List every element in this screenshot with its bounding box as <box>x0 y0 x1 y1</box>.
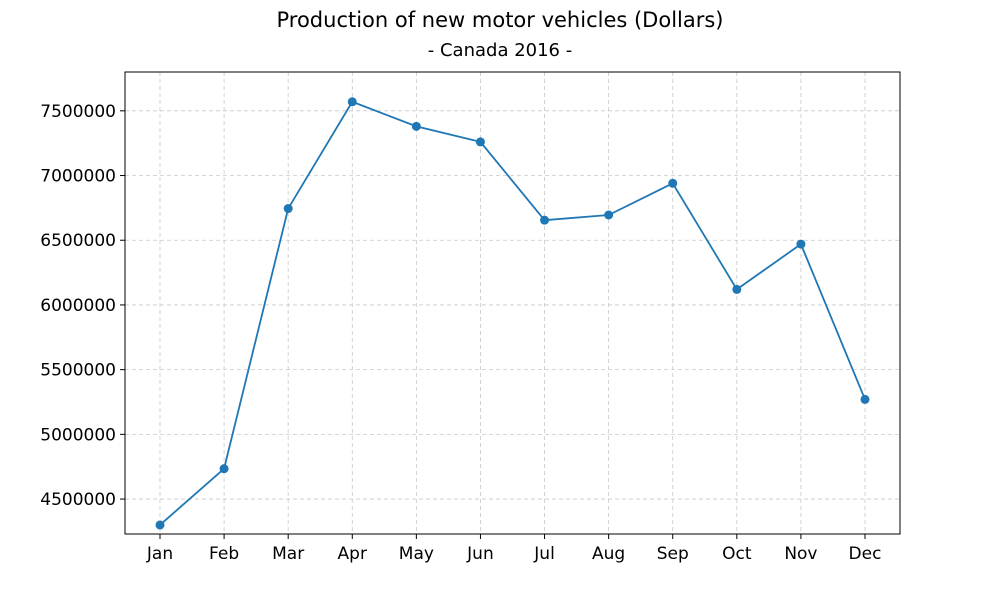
data-series <box>155 97 870 530</box>
x-tick-label: Apr <box>338 544 367 564</box>
data-point-sep <box>668 178 678 188</box>
data-point-aug <box>604 210 614 220</box>
data-point-dec <box>860 394 870 404</box>
x-axis: Jan Feb Mar Apr May Jun Jul Aug Sep Oct Nov Dec <box>146 534 882 564</box>
data-point-mar <box>283 204 293 214</box>
x-tick-label: Dec <box>849 544 882 564</box>
x-tick-label: Oct <box>722 544 752 564</box>
y-tick-label: 5500000 <box>40 361 116 381</box>
plot-frame <box>124 71 901 535</box>
y-tick-label: 4500000 <box>40 490 116 510</box>
y-tick-label: 6000000 <box>40 296 116 316</box>
x-tick-label: Aug <box>592 544 625 564</box>
chart-subtitle: - Canada 2016 - <box>427 40 573 61</box>
data-point-apr <box>347 97 357 107</box>
x-tick-label: Nov <box>784 544 817 564</box>
grid-lines <box>125 72 900 534</box>
data-point-may <box>411 121 421 131</box>
x-tick-label: Jun <box>466 544 494 564</box>
chart-title: Production of new motor vehicles (Dollar… <box>276 8 724 32</box>
y-tick-label: 6500000 <box>40 231 116 251</box>
data-point-nov <box>796 239 806 249</box>
x-tick-label: May <box>399 544 434 564</box>
x-tick-label: Mar <box>272 544 304 564</box>
y-axis: 4500000 5000000 5500000 6000000 6500000 70000… <box>40 102 125 510</box>
data-point-feb <box>219 464 229 474</box>
y-tick-label: 7000000 <box>40 167 116 187</box>
x-tick-label: Feb <box>209 544 239 564</box>
series-line <box>159 100 866 526</box>
data-point-oct <box>732 284 742 294</box>
data-point-jun <box>475 137 485 147</box>
x-tick-label: Jan <box>146 544 173 564</box>
y-tick-label: 5000000 <box>40 425 116 445</box>
y-tick-label: 7500000 <box>40 102 116 122</box>
x-tick-label: Sep <box>657 544 689 564</box>
x-tick-label: Jul <box>533 544 555 564</box>
data-point-jan <box>155 520 165 530</box>
data-point-jul <box>540 215 550 225</box>
